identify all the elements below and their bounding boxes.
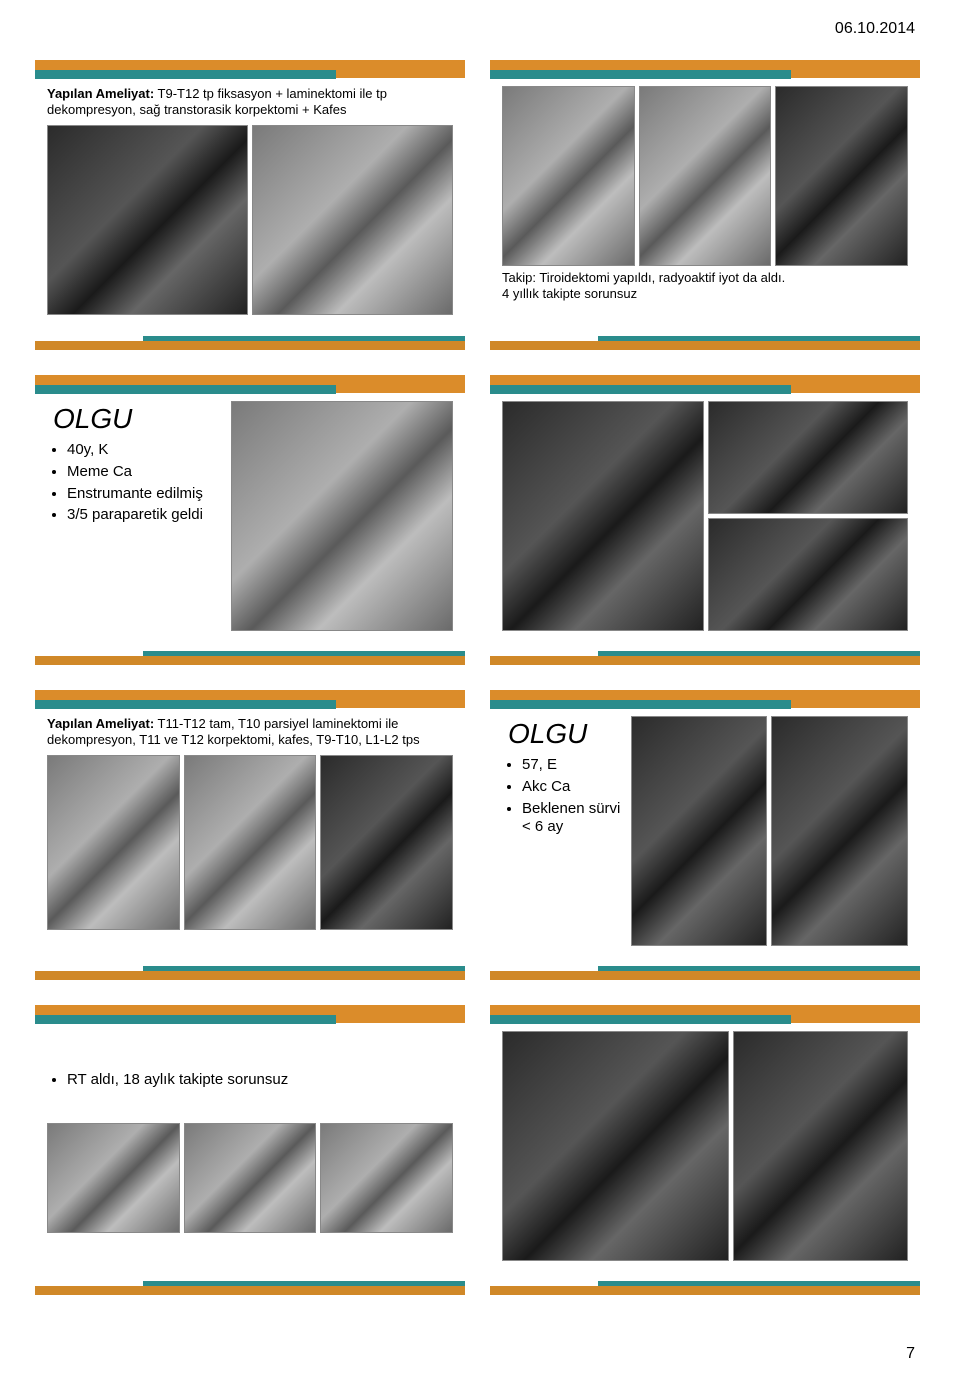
medical-image: [708, 401, 908, 514]
slide-2: Takip: Tiroidektomi yapıldı, radyoaktif …: [490, 60, 920, 350]
slide-3-bullets: 40y, K Meme Ca Enstrumante edilmiş 3/5 p…: [53, 441, 221, 525]
medical-image: [184, 755, 317, 930]
slide-7: RT aldı, 18 aylık takipte sorunsuz: [35, 1005, 465, 1295]
medical-image: [320, 1123, 453, 1233]
slide-topbar: [490, 375, 920, 393]
slide-2-caption: Takip: Tiroidektomi yapıldı, radyoaktif …: [502, 270, 908, 303]
list-item: 40y, K: [67, 441, 221, 460]
list-item: 3/5 paraparetik geldi: [67, 506, 221, 525]
medical-image: [320, 755, 453, 930]
medical-image: [47, 1123, 180, 1233]
slide-botbar: [35, 645, 465, 665]
slide-4: [490, 375, 920, 665]
slide-5-caption: Yapılan Ameliyat: T11-T12 tam, T10 parsi…: [47, 716, 453, 749]
slide-6: OLGU 57, E Akc Ca Beklenen sürvi < 6 ay: [490, 690, 920, 980]
slide-1-caption: Yapılan Ameliyat: T9-T12 tp fiksasyon + …: [47, 86, 453, 119]
slide-topbar: [490, 60, 920, 78]
caption-prefix: Yapılan Ameliyat:: [47, 716, 154, 731]
slide-3-title: OLGU: [53, 403, 221, 435]
slide-botbar: [490, 1275, 920, 1295]
medical-image: [639, 86, 772, 266]
slide-botbar: [35, 1275, 465, 1295]
list-item: Beklenen sürvi < 6 ay: [522, 800, 621, 838]
slide-3: OLGU 40y, K Meme Ca Enstrumante edilmiş …: [35, 375, 465, 665]
slide-botbar: [35, 960, 465, 980]
medical-image: [47, 755, 180, 930]
slide-topbar: [35, 60, 465, 78]
medical-image: [733, 1031, 908, 1261]
medical-image: [184, 1123, 317, 1233]
caption-prefix: Takip:: [502, 270, 536, 285]
caption-prefix: Yapılan Ameliyat:: [47, 86, 154, 101]
caption-line2: 4 yıllık takipte sorunsuz: [502, 286, 637, 301]
slide-topbar: [490, 690, 920, 708]
slide-botbar: [490, 960, 920, 980]
medical-image: [708, 518, 908, 631]
list-item: Meme Ca: [67, 463, 221, 482]
page: 06.10.2014 Yapılan Ameliyat: T9-T12 tp f…: [0, 0, 960, 1383]
slide-8: [490, 1005, 920, 1295]
slide-5: Yapılan Ameliyat: T11-T12 tam, T10 parsi…: [35, 690, 465, 980]
medical-image: [631, 716, 768, 946]
slide-7-bullets: RT aldı, 18 aylık takipte sorunsuz: [53, 1071, 453, 1090]
slide-botbar: [490, 645, 920, 665]
list-item: Akc Ca: [522, 778, 621, 797]
medical-image: [502, 1031, 729, 1261]
caption-rest: Tiroidektomi yapıldı, radyoaktif iyot da…: [536, 270, 785, 285]
medical-image: [771, 716, 908, 946]
page-number: 7: [906, 1345, 915, 1363]
slide-6-title: OLGU: [508, 718, 621, 750]
slide-botbar: [490, 330, 920, 350]
medical-image: [231, 401, 453, 631]
medical-image: [252, 125, 453, 315]
medical-image: [47, 125, 248, 315]
slide-6-bullets: 57, E Akc Ca Beklenen sürvi < 6 ay: [508, 756, 621, 837]
list-item: RT aldı, 18 aylık takipte sorunsuz: [67, 1071, 453, 1090]
slide-botbar: [35, 330, 465, 350]
page-date: 06.10.2014: [835, 20, 915, 38]
medical-image: [502, 86, 635, 266]
list-item: Enstrumante edilmiş: [67, 485, 221, 504]
slide-1: Yapılan Ameliyat: T9-T12 tp fiksasyon + …: [35, 60, 465, 350]
medical-image: [502, 401, 704, 631]
slides-grid: Yapılan Ameliyat: T9-T12 tp fiksasyon + …: [35, 60, 925, 1295]
medical-image: [775, 86, 908, 266]
slide-topbar: [490, 1005, 920, 1023]
slide-topbar: [35, 690, 465, 708]
slide-topbar: [35, 1005, 465, 1023]
slide-topbar: [35, 375, 465, 393]
list-item: 57, E: [522, 756, 621, 775]
